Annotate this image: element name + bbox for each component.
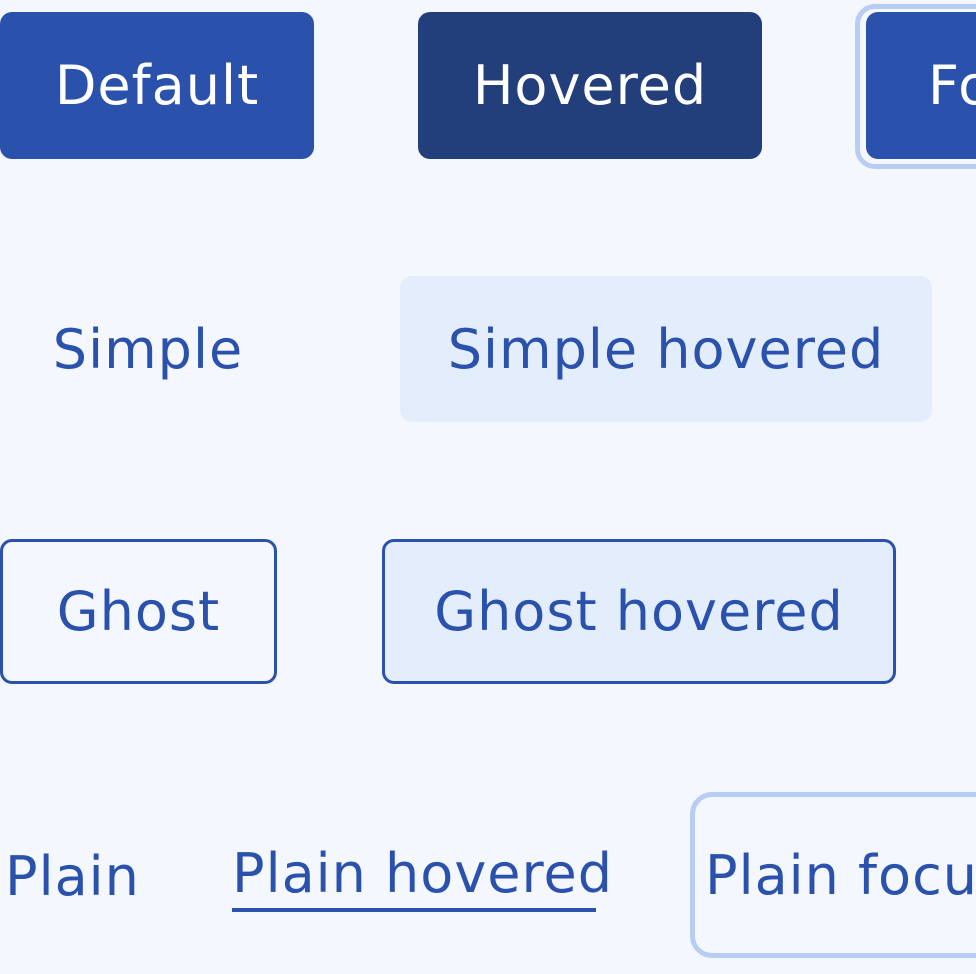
ghost-hovered-button[interactable]: Ghost hovered (382, 539, 896, 684)
focus-ring (855, 4, 976, 169)
ghost-button[interactable]: Ghost (0, 539, 277, 684)
simple-button[interactable]: Simple (52, 317, 244, 381)
plain-focused-button[interactable]: Plain focused (690, 792, 976, 958)
default-button[interactable]: Default (0, 12, 314, 159)
plain-hovered-button[interactable]: Plain hovered (232, 838, 612, 912)
hovered-button[interactable]: Hovered (418, 12, 762, 159)
focused-button[interactable]: Focused (866, 12, 976, 159)
simple-hovered-button[interactable]: Simple hovered (400, 276, 932, 422)
plain-button[interactable]: Plain (5, 844, 140, 908)
